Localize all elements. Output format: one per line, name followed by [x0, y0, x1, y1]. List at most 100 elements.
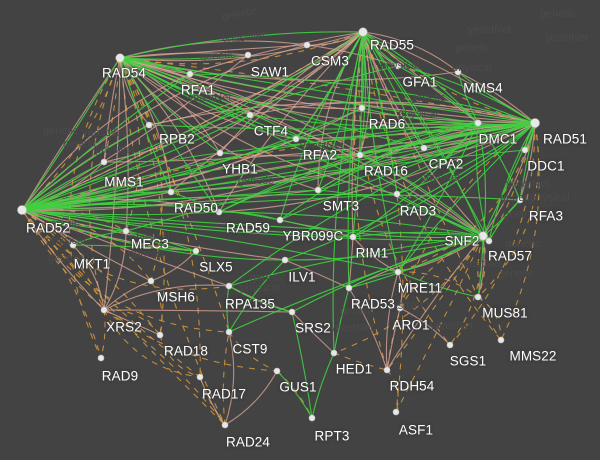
gene-node-csm3[interactable] [303, 41, 311, 49]
network-edge [21, 193, 521, 211]
gene-node-cpa2[interactable] [420, 144, 428, 152]
network-edge [228, 259, 286, 333]
network-edge [386, 235, 484, 371]
gene-node-rad3[interactable] [393, 190, 401, 198]
network-edge [279, 122, 536, 221]
gene-node-mms4[interactable] [454, 68, 462, 76]
network-edge [219, 31, 364, 154]
network-edge [148, 122, 536, 130]
gene-node-rad9[interactable] [97, 354, 105, 362]
gene-node-gus1[interactable] [273, 367, 281, 375]
gene-node-snf2[interactable] [478, 231, 488, 241]
gene-node-xrs2[interactable] [100, 306, 108, 314]
gene-node-dmc1[interactable] [474, 119, 482, 127]
network-edge [352, 122, 479, 238]
network-edge [362, 31, 398, 195]
gene-node-mre11[interactable] [394, 268, 402, 276]
gene-node-rad54[interactable] [115, 53, 125, 63]
gene-node-rpb2[interactable] [145, 121, 153, 129]
gene-node-rdh54[interactable] [383, 366, 391, 374]
gene-node-rpt3[interactable] [308, 414, 316, 422]
gene-node-ctf4[interactable] [246, 111, 254, 119]
gene-node-rad6[interactable] [358, 104, 366, 112]
gene-node-aro1[interactable] [396, 304, 404, 312]
network-edge [103, 230, 127, 311]
network-edge [119, 31, 364, 62]
gene-node-rad24[interactable] [221, 421, 229, 429]
gene-node-rad18[interactable] [156, 331, 164, 339]
network-edge [119, 57, 479, 124]
gene-node-mec3[interactable] [122, 227, 130, 235]
network-edge [311, 352, 335, 419]
gene-node-rad16[interactable] [356, 151, 364, 159]
gene-node-rad55[interactable] [358, 27, 368, 37]
network-edge [21, 209, 354, 238]
network-edge [103, 31, 364, 163]
network-edge [396, 193, 484, 237]
network-edge [119, 31, 364, 65]
gene-node-mkt1[interactable] [69, 241, 77, 249]
network-edge [423, 122, 479, 149]
gene-node-hed1[interactable] [330, 349, 338, 357]
gene-node-smt3[interactable] [314, 186, 322, 194]
network-edge [362, 31, 536, 124]
network-edge [477, 122, 521, 201]
network-edge [295, 120, 536, 140]
gene-node-cst9[interactable] [225, 328, 233, 336]
gene-node-rpa135[interactable] [225, 282, 233, 290]
network-edge [284, 235, 484, 261]
network-edge [103, 309, 201, 378]
coexpression-edges-group [21, 31, 536, 419]
gene-node-rfa2[interactable] [292, 135, 300, 143]
gene-node-sgs1[interactable] [446, 341, 454, 349]
gene-node-yhb1[interactable] [216, 149, 224, 157]
gene-node-gfa1[interactable] [394, 62, 402, 70]
gene-node-rad50[interactable] [167, 188, 175, 196]
network-edge [189, 73, 536, 124]
gene-node-saw1[interactable] [244, 51, 252, 59]
gene-node-mms1[interactable] [100, 158, 108, 166]
network-edge [477, 296, 502, 341]
network-edge [222, 331, 230, 426]
network-edge [119, 54, 249, 60]
network-edge [449, 122, 536, 346]
gene-node-rad53[interactable] [345, 284, 353, 292]
network-edge [457, 71, 479, 124]
network-edge [103, 57, 121, 311]
gene-node-rad57[interactable] [485, 237, 493, 245]
gene-node-rad17[interactable] [196, 373, 204, 381]
network-edge [228, 122, 536, 287]
network-edge [352, 236, 399, 273]
network-edge [21, 154, 361, 211]
network-edge [119, 44, 308, 59]
network-edge [477, 235, 484, 298]
network-edge [21, 209, 286, 261]
gene-node-mus81[interactable] [474, 293, 482, 301]
gene-node-asf1[interactable] [392, 408, 400, 416]
gene-node-slx5[interactable] [192, 247, 200, 255]
network-edge [119, 31, 364, 59]
gene-node-rfa1[interactable] [186, 70, 194, 78]
network-nodes-group[interactable] [17, 27, 540, 429]
network-edge [228, 285, 293, 313]
gene-node-rfa3[interactable] [516, 196, 524, 204]
network-edge [386, 369, 399, 413]
network-edge [21, 54, 249, 211]
gene-node-ddc1[interactable] [521, 146, 529, 154]
network-edge [21, 107, 363, 211]
gene-node-rad59[interactable] [215, 208, 223, 216]
gene-node-rim1[interactable] [349, 233, 357, 241]
gene-node-mms22[interactable] [497, 336, 505, 344]
gene-node-msh6[interactable] [147, 277, 155, 285]
gene-node-srs2[interactable] [288, 308, 296, 316]
gene-node-ybr099c[interactable] [276, 216, 284, 224]
gene-node-ilv1[interactable] [281, 256, 289, 264]
network-edge [119, 57, 129, 232]
gene-node-rad51[interactable] [530, 118, 540, 128]
network-edge [228, 235, 484, 287]
gene-node-rad52[interactable] [17, 205, 27, 215]
network-edge [279, 31, 364, 221]
network-edge [399, 307, 451, 346]
